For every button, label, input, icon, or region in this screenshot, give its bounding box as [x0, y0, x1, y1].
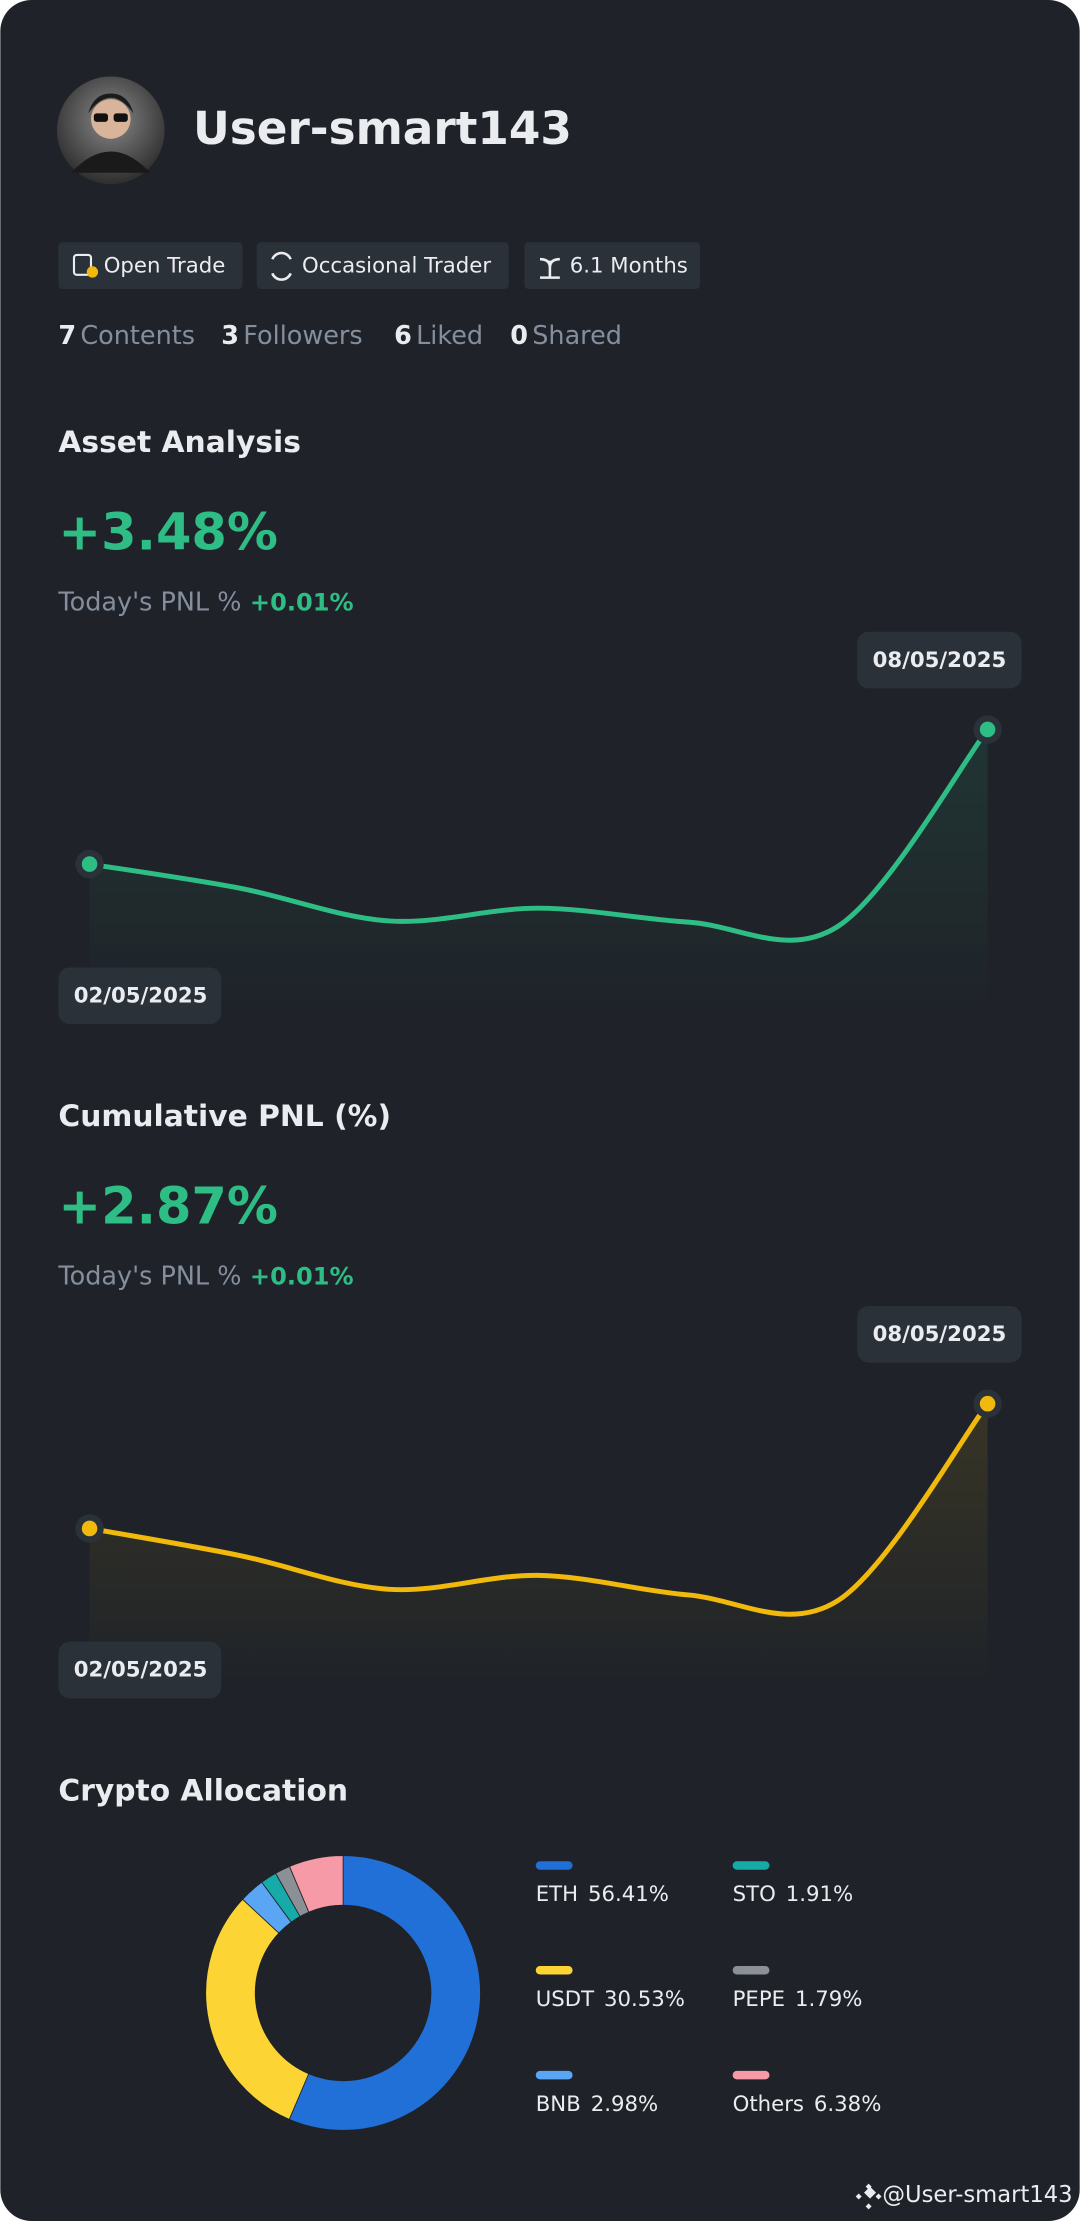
section-title: Crypto Allocation [58, 1773, 348, 1808]
stat: 7 Contents [58, 321, 195, 351]
tag-box [58, 242, 243, 289]
section-title: Asset Analysis [58, 425, 301, 460]
stat-value: 7 [58, 321, 76, 351]
stat: 6 Liked [394, 321, 483, 351]
tag-box [524, 242, 701, 289]
date-badge [857, 1305, 1022, 1363]
legend-label: STO [733, 1882, 776, 1907]
date-label: 08/05/2025 [873, 1322, 1007, 1347]
legend-label: ETH [536, 1882, 578, 1907]
legend-label: PEPE [733, 1987, 785, 2012]
legend-swatch [535, 1966, 573, 1975]
stat-value: 0 [510, 321, 528, 351]
pnl-label: Today's PNL % [57, 1262, 241, 1292]
donut-slice [288, 1855, 344, 1913]
date-badge [58, 1641, 222, 1699]
point [81, 856, 98, 872]
pnl-value: +0.01% [250, 1263, 354, 1291]
date-label: 02/05/2025 [74, 983, 208, 1008]
point [979, 721, 996, 738]
tag-icon [539, 257, 560, 279]
legend-value: 30.53% [604, 1987, 685, 2012]
legend-entry: STO 1.91% [733, 1882, 854, 1907]
tag: 6.1 Months [570, 253, 688, 278]
pnl-row: Today's PNL % +0.01% [57, 587, 353, 617]
legend-swatch [732, 1966, 770, 1975]
tag-box [256, 242, 509, 289]
date-badge [58, 967, 222, 1025]
legend-entry: USDT 30.53% [536, 1987, 685, 2012]
legend-label: USDT [536, 1987, 595, 2012]
legend-value: 2.98% [591, 2092, 658, 2117]
legend-value: 1.91% [786, 1882, 853, 1907]
legend-value: 56.41% [588, 1882, 669, 1907]
legend-entry: BNB 2.98% [536, 2092, 658, 2117]
section-title: Cumulative PNL (%) [58, 1099, 391, 1134]
point [979, 1395, 996, 1412]
tag-icon [271, 251, 292, 281]
tag-icon [72, 253, 93, 276]
stat-label: Shared [532, 321, 622, 351]
pnl-label: Today's PNL % [57, 587, 241, 617]
stat: 0 Shared [510, 321, 622, 351]
legend-entry: ETH 56.41% [536, 1882, 669, 1907]
stat-value: 3 [221, 321, 239, 351]
tag-icon [86, 266, 99, 278]
date-label: 02/05/2025 [74, 1658, 208, 1683]
stat-label: Liked [416, 321, 483, 351]
date-badge [857, 631, 1022, 689]
donut-slice [288, 1855, 481, 2131]
headline-value: +3.48% [58, 503, 278, 562]
legend-entry: PEPE 1.79% [733, 1987, 863, 2012]
legend-label: BNB [536, 2092, 581, 2117]
stat: 3 Followers [221, 321, 362, 351]
headline-value: +2.87% [58, 1178, 278, 1237]
line [87, 726, 991, 943]
avatar[interactable] [56, 76, 165, 185]
line [87, 1401, 991, 1617]
legend-swatch [535, 2070, 573, 2080]
legend-value: 6.38% [814, 2092, 881, 2117]
stat-value: 6 [394, 321, 412, 351]
legend-value: 1.79% [795, 1987, 862, 2012]
stat-label: Contents [80, 321, 195, 351]
tag: Occasional Trader [302, 253, 491, 278]
donut-slice [205, 1898, 310, 2120]
legend-entry: Others 6.38% [733, 2092, 882, 2117]
pnl-row: Today's PNL % +0.01% [57, 1262, 353, 1292]
tag: Open Trade [104, 253, 226, 278]
username: User-smart143 [193, 102, 572, 155]
legend-swatch [535, 1861, 573, 1870]
watermark: @User-smart143 [882, 2182, 1072, 2208]
legend-label: Others [733, 2092, 804, 2117]
legend-swatch [732, 2070, 770, 2080]
legend-swatch [732, 1861, 770, 1870]
stat-label: Followers [243, 321, 362, 351]
date-label: 08/05/2025 [873, 648, 1007, 673]
point [81, 1520, 98, 1537]
pnl-value: +0.01% [250, 588, 354, 616]
